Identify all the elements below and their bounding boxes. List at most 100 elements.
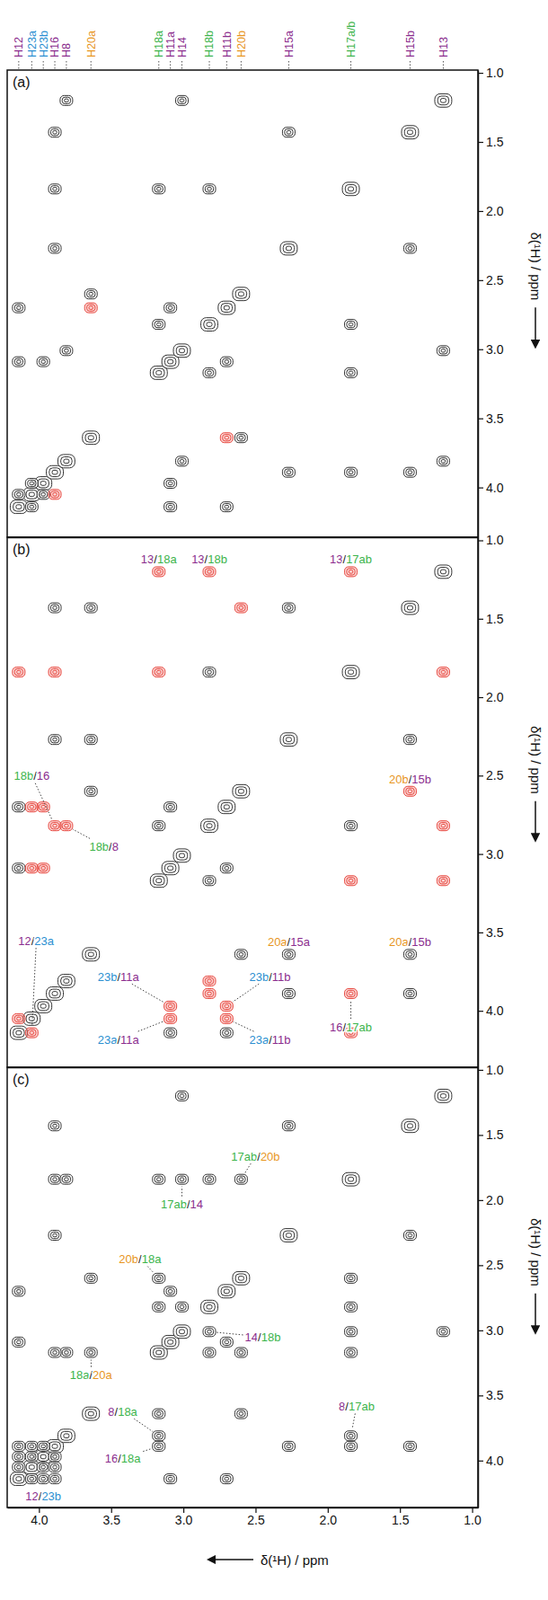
x-tick: 1.0 [463,1507,482,1528]
cross-peak [203,1347,216,1358]
contour-ring [342,665,360,680]
annotation-part: 11a [120,1032,140,1046]
cross-peak [48,1451,62,1462]
y-axis-arrow [534,1293,537,1334]
contour-ring [284,951,293,958]
cross-peak [25,802,38,813]
contour-ring [201,1299,219,1314]
contour-ring [63,979,70,984]
contour-ring [166,1476,175,1483]
panel-label: (b) [12,541,31,557]
contour-ring [164,1337,176,1347]
contour-ring [14,669,23,676]
contour-ring [439,1328,448,1335]
contour-ring [203,1174,216,1185]
cross-peak [344,1272,358,1283]
y-tick-label: 3.0 [486,342,504,357]
contour-ring [12,1451,26,1462]
y-tick-label: 1.5 [486,1127,504,1142]
annotation: 12/23a [17,933,55,947]
plot-frame [7,70,478,538]
contour-ring [176,1326,187,1336]
column-guide [209,61,211,71]
cross-peak [12,667,26,678]
contour-ring [234,602,248,613]
leader-line [233,1021,255,1032]
contour-ring [203,821,215,831]
contour-ring [204,1328,213,1335]
contour-ring [224,1476,229,1480]
contour-ring [27,1453,36,1460]
contour-ring [403,1230,416,1241]
cross-peak [48,667,62,678]
contour-ring [439,669,448,676]
contour-ring [164,1027,177,1038]
contour-ring [406,787,415,795]
contour-ring [61,976,72,986]
contour-ring [37,1452,49,1462]
contour-ring [167,481,172,485]
contour-ring [344,1326,358,1337]
contour-ring [222,358,231,365]
annotation-part: 18a [117,1404,138,1418]
annotation-part: 13 [329,552,343,566]
y-tick-label: 1.0 [486,65,504,80]
annotation: 18a/20a [70,1368,114,1382]
y-tick-mark [477,487,484,489]
cross-peak [282,1121,295,1132]
y-tick-label: 2.0 [486,203,504,219]
cross-peak [173,848,191,863]
annotation-part: 17ab [345,1019,372,1034]
contour-ring [235,1273,247,1283]
contour-ring [60,345,73,356]
contour-ring [14,1463,23,1470]
cross-peak [232,784,250,798]
contour-ring [206,322,213,328]
contour-ring [29,1476,34,1480]
cross-peak [201,1299,219,1314]
cross-peak [152,566,166,577]
cross-peak [344,875,358,886]
contour-ring [37,478,49,488]
contour-ring [164,302,177,313]
cross-peak [436,456,450,467]
contour-ring [64,1177,69,1181]
contour-ring [41,866,45,870]
x-tick-label: 4.0 [30,1512,49,1528]
contour-ring [286,1444,291,1448]
cross-peak [434,1088,452,1103]
contour-ring [284,129,293,136]
y-tick: 3.5 [477,925,504,940]
cross-peak [175,95,188,106]
contour-ring [436,345,450,356]
leader-line [216,1332,244,1335]
contour-ring [154,822,163,830]
y-tick-label: 1.0 [486,1062,504,1078]
contour-ring [152,821,166,831]
contour-ring [50,1349,59,1356]
contour-ring [85,1409,97,1419]
cross-peak [436,821,450,831]
contour-ring [344,821,358,831]
cross-peak [401,1119,419,1133]
contour-ring [154,185,163,193]
cross-peak [57,1429,75,1443]
cross-peak [344,566,358,577]
annotation-part: 18a [157,552,177,566]
contour-ring [12,1440,26,1451]
contour-ring [280,241,298,256]
column-labels: H12H23aH23bH16H8H20aH18aH11aH14H18bH11bH… [12,21,451,71]
contour-ring [175,1174,188,1185]
contour-ring [49,989,61,999]
annotation-part: 18b [207,552,228,566]
contour-ring [223,305,230,310]
contour-ring [204,989,213,997]
contour-ring [41,1465,45,1468]
cross-peak [434,565,452,579]
contour-ring [439,458,448,465]
cross-peak [234,1408,248,1419]
contour-ring [14,304,23,311]
contour-ring [12,1336,26,1347]
cross-peak [36,356,50,367]
contour-ring [224,1031,229,1035]
